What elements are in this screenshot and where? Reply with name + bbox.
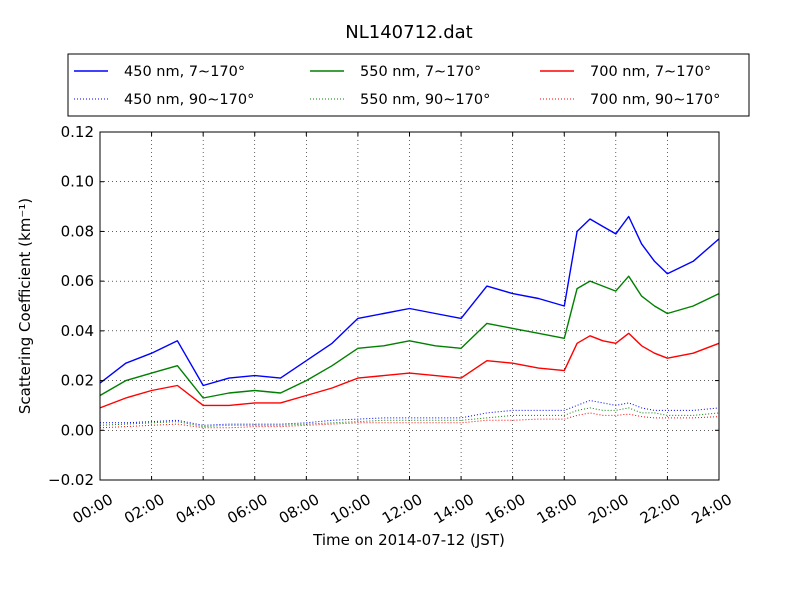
y-tick-label: 0.06 [61, 272, 94, 290]
y-tick-label: 0.00 [61, 421, 94, 439]
y-tick-label: 0.10 [61, 173, 94, 191]
legend-label-3: 450 nm, 90∼170° [124, 92, 254, 108]
series-line-2 [99, 332, 720, 409]
legend-box [67, 53, 750, 117]
series-line-3 [100, 400, 720, 426]
legend-label-0: 450 nm, 7∼170° [124, 64, 245, 80]
legend-label-1: 550 nm, 7∼170° [360, 64, 481, 80]
series-layer [99, 215, 720, 429]
y-tick-label: 0.04 [61, 322, 94, 340]
series-line-5 [99, 412, 720, 429]
legend: 450 nm, 7∼170° 550 nm, 7∼170° 700 nm, 7∼17… [67, 53, 750, 117]
y-tick-label: −0.02 [48, 471, 94, 489]
x-axis-label: Time on 2014-07-12 (JST) [312, 531, 505, 549]
y-axis-label: Scattering Coefficient (km⁻¹) [16, 198, 34, 414]
y-tick-label: 0.02 [61, 372, 94, 390]
legend-label-4: 550 nm, 90∼170° [360, 92, 490, 108]
legend-label-2: 700 nm, 7∼170° [590, 64, 711, 80]
series-line-0 [99, 215, 720, 387]
y-tick-label: 0.12 [61, 123, 94, 141]
y-tick-label: 0.08 [61, 222, 94, 240]
series-line-1 [99, 275, 720, 399]
legend-label-5: 700 nm, 90∼170° [590, 92, 720, 108]
chart-title: NL140712.dat [345, 22, 472, 43]
series-line-4 [99, 407, 720, 428]
